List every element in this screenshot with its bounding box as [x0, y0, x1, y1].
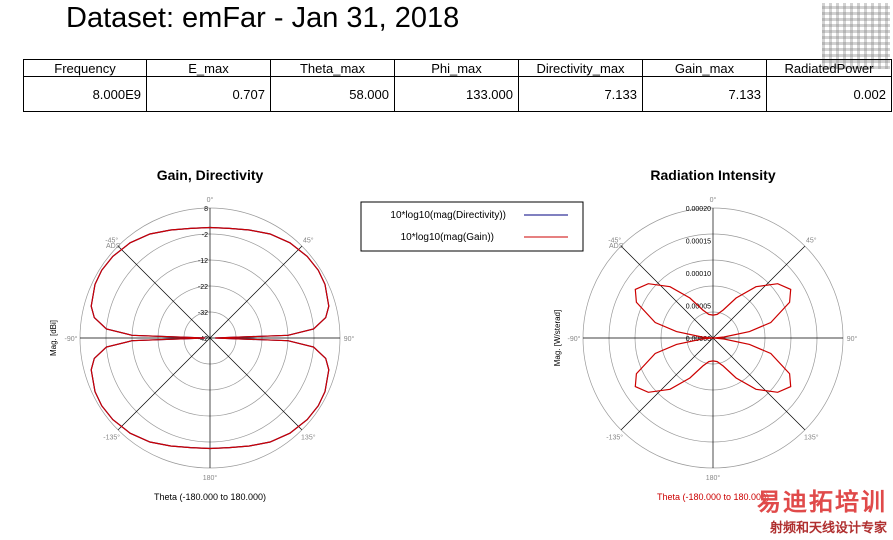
legend: 10*log10(mag(Directivity)) 10*log10(mag(… [360, 201, 584, 252]
legend-gain-label: 10*log10(mag(Gain)) [401, 232, 494, 243]
page-title: Dataset: emFar - Jan 31, 2018 [66, 2, 460, 34]
watermark-brand: 易迪拓培训 [757, 488, 887, 516]
series-radiation-intensity-line [634, 283, 792, 393]
chart1-angle-label: 135° [301, 433, 316, 441]
chart2-grid-spoke [620, 245, 714, 339]
cell-radiated-power: 0.002 [766, 76, 892, 112]
cell-gain-max: 7.133 [642, 76, 767, 112]
chart2-xlabel: Theta (-180.000 to 180.000) [657, 492, 769, 502]
cell-phi-max: 133.000 [394, 76, 519, 112]
series-gain-line [90, 226, 330, 450]
chart2-ads-mark: ADS [609, 243, 624, 250]
chart1-grid-spoke [209, 337, 303, 431]
cell-frequency: 8.000E9 [23, 76, 147, 112]
chart2-ylabel: Mag. [W/sterad] [553, 310, 562, 366]
legend-box [360, 201, 584, 252]
chart1-title: Gain, Directivity [157, 167, 264, 183]
watermark-tagline: 射频和天线设计专家 [769, 521, 887, 536]
chart1-radial-tick: -22 [198, 284, 208, 291]
chart1-radial-tick: -32 [198, 310, 208, 317]
chart1-angle-label: 0° [207, 196, 214, 204]
chart2-grid-spoke [712, 245, 806, 339]
chart2-angle-label: 0° [710, 196, 717, 204]
table-row: 8.000E9 0.707 58.000 133.000 7.133 7.133… [23, 76, 892, 112]
chart2-polar-plot: 0° 45° 90° 135° 180° -135° -90° -45°ADS 0.00020 0… [568, 196, 858, 482]
cell-theta-max: 58.000 [270, 76, 395, 112]
chart2-grid-spoke [620, 337, 714, 431]
chart1-polar-plot: 0° 45° 90° 135° 180° -135° -90° -45°ADS 8 -2 -12 -2… [65, 196, 355, 482]
chart2-angle-label: 135° [804, 433, 819, 441]
chart1-radial-tick: -2 [202, 232, 208, 239]
chart2-radial-tick: 0.00010 [686, 271, 711, 278]
chart1-ylabel: Mag. [dBi] [49, 320, 58, 356]
chart2-angle-label: -90° [568, 335, 581, 343]
chart1-radial-tick: -42 [198, 336, 208, 343]
chart1-angle-label: -135° [103, 433, 120, 441]
chart2-angle-label: -45° [608, 237, 621, 245]
chart2-title: Radiation Intensity [650, 167, 775, 183]
legend-directivity-label: 10*log10(mag(Directivity)) [390, 210, 506, 221]
chart2-grid-spoke [712, 337, 806, 431]
chart1-radial-tick: 8 [204, 206, 208, 213]
watermark-logo: 易迪拓培训 射频和天线设计专家 [757, 482, 887, 536]
summary-table: Frequency E_max Theta_max Phi_max Direct… [23, 59, 892, 112]
chart1-angle-label: 45° [303, 237, 314, 245]
header-directivity-max: Directivity_max [518, 59, 643, 77]
chart1-grid-spoke [117, 245, 211, 339]
header-radiated-power: RadiatedPower [766, 59, 892, 77]
chart2-angle-label: -135° [606, 433, 623, 441]
chart1-angle-label: -45° [105, 237, 118, 245]
table-header-row: Frequency E_max Theta_max Phi_max Direct… [23, 59, 892, 77]
chart1-angle-label: 180° [203, 474, 218, 482]
chart1-angle-label: 90° [344, 335, 355, 343]
chart2-radial-tick: 0.00020 [686, 206, 711, 213]
cell-e-max: 0.707 [146, 76, 271, 112]
chart1-grid-spoke [117, 337, 211, 431]
chart2-radial-tick: 0.00005 [686, 304, 711, 311]
chart2-angle-label: 90° [847, 335, 858, 343]
chart1-angle-label: -90° [65, 335, 78, 343]
chart2-angle-label: 45° [806, 237, 817, 245]
chart1-radial-tick: -12 [198, 258, 208, 265]
chart1-xlabel: Theta (-180.000 to 180.000) [154, 492, 266, 502]
chart2-radial-tick: 0.00015 [686, 239, 711, 246]
chart1-grid-spoke [209, 245, 303, 339]
qr-code-icon [822, 3, 890, 69]
chart1-ads-mark: ADS [106, 243, 121, 250]
chart2-angle-label: 180° [706, 474, 721, 482]
